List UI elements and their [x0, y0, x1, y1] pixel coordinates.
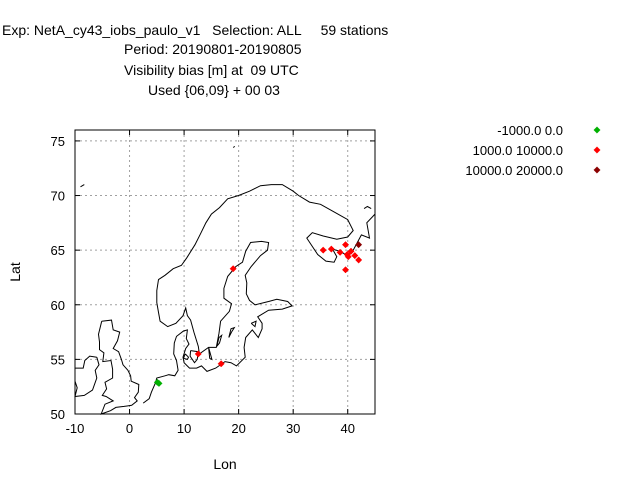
- coastline-path: [74, 355, 100, 398]
- station-point: [327, 245, 335, 253]
- coastline-path: [182, 353, 190, 360]
- coastline-path: [216, 334, 223, 347]
- coastline-path: [232, 145, 236, 148]
- x-tick-label: 20: [231, 421, 245, 436]
- axis-ticks: -10 0 10 20 30 40 50 55 60 65 70 75: [51, 130, 375, 436]
- station-point: [347, 247, 355, 255]
- legend-marker: [593, 146, 601, 154]
- coastline-path: [142, 184, 376, 404]
- coastline-path: [363, 205, 372, 210]
- legend-entry-label: 1000.0 10000.0: [473, 143, 563, 158]
- x-tick-label: 10: [177, 421, 191, 436]
- station-point: [344, 253, 352, 261]
- y-tick-label: 55: [51, 352, 65, 367]
- x-tick-label: 30: [286, 421, 300, 436]
- station-point: [229, 265, 237, 273]
- station-point: [341, 266, 350, 274]
- station-point: [355, 241, 363, 249]
- station-point: [355, 256, 363, 264]
- y-tick-label: 75: [51, 134, 65, 149]
- y-tick-label: 65: [51, 243, 65, 258]
- station-point: [341, 241, 350, 249]
- header-line-1: Exp: NetA_cy43_iobs_paulo_v1 Selection: …: [2, 22, 389, 38]
- x-tick-label: -10: [66, 421, 85, 436]
- coastline-map: [74, 145, 376, 415]
- legend-entry-label: -1000.0 0.0: [497, 123, 563, 138]
- coastline-path: [208, 347, 213, 361]
- header-line-3: Visibility bias [m] at 09 UTC: [124, 62, 299, 78]
- station-point: [217, 360, 225, 368]
- coastline-path: [250, 320, 257, 328]
- plot-frame: [74, 129, 376, 415]
- header-line-2: Period: 20190801-20190805: [124, 41, 302, 57]
- station-point: [351, 252, 359, 260]
- coastline-path: [80, 184, 85, 188]
- station-point: [155, 379, 163, 387]
- y-tick-label: 50: [51, 407, 65, 422]
- header-line-4: Used {06,09} + 00 03: [148, 82, 280, 98]
- y-axis-label: Lat: [7, 262, 23, 282]
- x-tick-label: 40: [340, 421, 354, 436]
- station-point: [319, 246, 327, 254]
- station-point: [194, 350, 202, 358]
- y-tick-label: 60: [51, 298, 65, 313]
- coastline-path: [228, 326, 236, 338]
- grid-lines: [74, 130, 375, 415]
- legend: -1000.0 0.0 1000.0 10000.0 10000.0 20000.0: [465, 123, 601, 178]
- legend-entry-label: 10000.0 20000.0: [465, 163, 563, 178]
- x-tick-label: 0: [126, 421, 133, 436]
- coastline-path: [97, 319, 140, 415]
- data-points: [153, 241, 363, 387]
- legend-marker: [593, 166, 601, 174]
- station-point: [336, 248, 344, 256]
- coastline-path: [189, 350, 199, 364]
- x-axis-label: Lon: [213, 456, 236, 472]
- y-tick-label: 70: [51, 189, 65, 204]
- legend-marker: [593, 126, 601, 134]
